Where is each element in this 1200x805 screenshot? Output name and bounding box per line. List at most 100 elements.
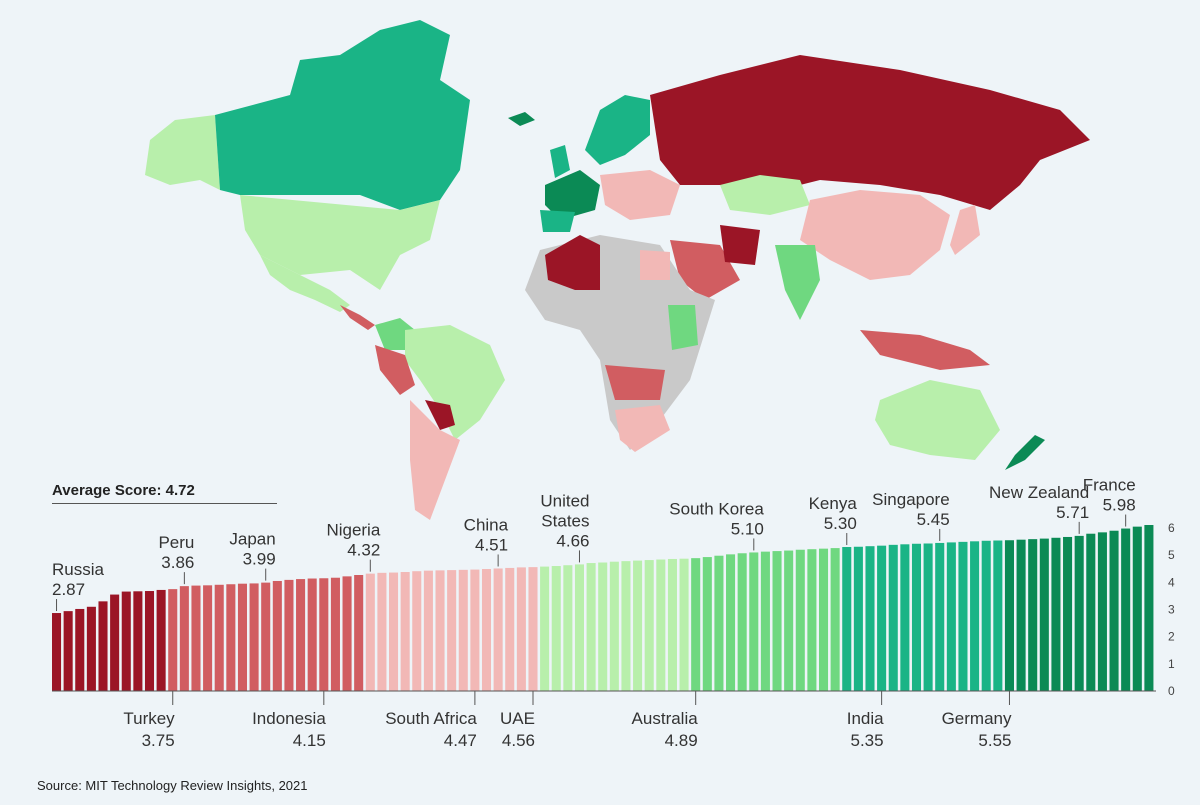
bar [609, 561, 619, 691]
y-tick-label: 0 [1168, 684, 1175, 698]
bar [923, 543, 933, 691]
bar [935, 542, 945, 691]
bar [1121, 528, 1131, 691]
bar [1063, 536, 1073, 691]
country-score: 5.55 [978, 731, 1011, 750]
bar [435, 570, 445, 691]
y-tick-label: 5 [1168, 548, 1175, 562]
bar [168, 589, 178, 692]
map-eastern-europe [600, 170, 680, 220]
bar [1109, 530, 1119, 691]
y-tick-label: 3 [1168, 603, 1175, 617]
country-score: 5.10 [731, 520, 764, 539]
map-brazil [405, 325, 505, 440]
bar [1028, 539, 1038, 691]
map-iceland [508, 112, 535, 126]
country-name: UAE [500, 709, 535, 728]
y-tick-label: 1 [1168, 657, 1175, 671]
bar [598, 562, 608, 691]
bar [702, 557, 712, 691]
bar [307, 578, 317, 691]
country-name: Indonesia [252, 709, 326, 728]
bar [423, 570, 433, 691]
bar [1132, 526, 1142, 691]
map-kazakhstan [720, 175, 810, 215]
bar [400, 572, 410, 691]
bar [726, 554, 736, 691]
bar [191, 585, 201, 691]
bar [911, 543, 922, 691]
bar [1097, 532, 1107, 691]
bar [563, 565, 573, 691]
map-central-america [340, 305, 375, 330]
bar [52, 613, 62, 691]
map-new-zealand [1005, 435, 1045, 470]
bar [1074, 535, 1084, 691]
bar [1016, 539, 1026, 691]
bar [284, 579, 294, 691]
bar [574, 564, 585, 691]
y-tick-label: 2 [1168, 630, 1175, 644]
bar [447, 570, 457, 691]
bar [481, 569, 492, 691]
bar [63, 611, 73, 691]
country-name: Japan [229, 530, 275, 549]
source-note: Source: MIT Technology Review Insights, … [37, 778, 308, 793]
bar [121, 591, 131, 691]
map-russia [650, 55, 1090, 210]
y-tick-label: 6 [1168, 521, 1175, 535]
bar [133, 591, 143, 691]
bar [656, 559, 666, 691]
bar [75, 608, 85, 691]
bar [749, 552, 759, 691]
bar [993, 540, 1003, 691]
bar [540, 566, 550, 691]
bar [319, 578, 329, 691]
bar [98, 601, 108, 691]
country-score: 5.45 [917, 510, 950, 529]
map-scandinavia [585, 95, 650, 165]
bar [377, 572, 387, 691]
country-name: China [464, 516, 509, 535]
bar [1086, 533, 1096, 691]
map-india [775, 245, 820, 320]
bar [946, 542, 956, 691]
bar [179, 586, 189, 691]
bar [807, 549, 817, 691]
bar [226, 584, 236, 691]
country-name: South Korea [669, 500, 764, 519]
country-score: 5.98 [1103, 496, 1136, 515]
bar [795, 549, 805, 691]
map-china [800, 190, 950, 280]
map-spain [540, 210, 575, 232]
bar [772, 551, 782, 691]
country-name: United [540, 491, 589, 510]
map-uk [550, 145, 570, 178]
bar [458, 569, 468, 691]
bar [644, 560, 654, 691]
bar [389, 572, 399, 691]
bar [354, 575, 364, 691]
country-score: 5.35 [851, 731, 884, 750]
bar [1051, 537, 1061, 691]
bar [493, 568, 503, 691]
bar [296, 579, 306, 691]
map-peru [375, 345, 415, 395]
country-name: Germany [942, 709, 1012, 728]
map-bolivia [425, 400, 455, 430]
bar [679, 558, 689, 691]
country-name: Australia [632, 709, 699, 728]
country-name: Kenya [809, 494, 858, 513]
map-mexico [260, 255, 350, 312]
bar [261, 582, 271, 691]
bar [1004, 540, 1014, 691]
bar [1039, 538, 1049, 691]
bar [528, 567, 538, 691]
country-name: France [1083, 476, 1136, 495]
bar [714, 555, 724, 691]
country-score: 4.89 [665, 731, 698, 750]
country-name: Peru [158, 533, 194, 552]
country-score: 3.86 [161, 553, 194, 572]
country-score: 4.32 [347, 541, 380, 560]
bar [412, 571, 422, 691]
